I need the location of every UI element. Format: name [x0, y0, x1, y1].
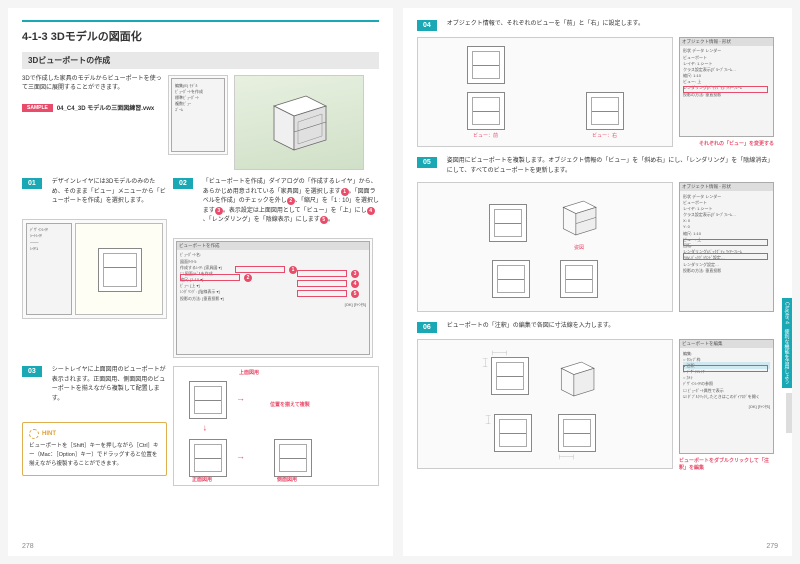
dlg-circ-2: 2 — [244, 274, 252, 282]
panel-04-title: オブジェクト情報 - 形状 — [680, 38, 773, 46]
step-02-text: 「ビューポートを作成」ダイアログの「作成するレイヤ」から、あらかじめ用意されてい… — [203, 178, 379, 226]
dlg-circ-4: 4 — [351, 280, 359, 288]
dlg-circ-3: 3 — [351, 270, 359, 278]
figure-menu-1: 編集(E) ﾓﾃﾞﾙ ﾋﾞｭｰﾎﾟｰﾄを作成 標準ﾋﾞｭｰﾎﾟｰﾄ 複数ﾋﾞｭｰ… — [168, 75, 228, 155]
cap-front: ビュー：前 — [467, 132, 505, 139]
step-badge-03: 03 — [22, 366, 42, 377]
step-03-text: シートレイヤに上面図用のビューポートが表示されます。正面図用、側面図用のビューポ… — [52, 366, 167, 404]
cabinet-right — [586, 92, 624, 130]
figure-step06: ├──┤ ├────┤ ├──┤ ├────┤ — [417, 339, 673, 469]
panel-04: オブジェクト情報 - 形状 形状 データ レンダー ビューポート レイヤ: 1.… — [679, 37, 774, 137]
sample-badge: SAMPLE — [22, 104, 53, 112]
cabinet-05-side — [560, 260, 598, 298]
hint-box: HINT ビューポートを［Shift］キーを押しながら［Ctrl］キー（Mac：… — [22, 422, 167, 475]
lbl-side: 側面図用 — [277, 476, 297, 483]
sample-file: 04_C4_3D モデルの三面図練習.vwx — [57, 103, 154, 112]
figure-step03: 上面図用 → 位置を揃えて複製 → 正面図用 → 側面図用 — [173, 366, 379, 486]
page-num-left: 278 — [22, 543, 34, 550]
arrow-down: → — [202, 423, 212, 432]
cabinet-05-front — [492, 260, 530, 298]
step-04-text: オブジェクト情報で、それぞれのビューを「前」と「右」に設定します。 — [447, 20, 774, 30]
figure-step04: ビュー：前 ビュー：右 — [417, 37, 673, 147]
section-num: 4-1-3 — [22, 31, 48, 43]
figure-step02-dialog: ビューポートを作成 ﾋﾞｭｰﾎﾟｰﾄ名: 図面ﾀｲﾄﾙ: 作成するﾚｲﾔ: [家… — [173, 238, 373, 358]
panel-06-caption: ビューポートをダブルクリックして「注釈」を編集 — [679, 457, 774, 471]
page-left: 4-1-3 3Dモデルの図面化 3Dビューポートの作成 3Dで作成した家具のモデ… — [8, 8, 393, 556]
step-05-text: 姿図用にビューポートを複製します。オブジェクト情報の「ビュー」を「斜め右」にし、… — [447, 157, 774, 176]
intro-text: 3Dで作成した家具のモデルからビューポートを使って三面図に展開することができます… — [22, 75, 162, 93]
cab-06-3 — [558, 414, 596, 452]
side-tab: Chapter 4 便利な機能を活用しよう — [782, 298, 792, 388]
cabinet-front — [467, 92, 505, 130]
step-badge-02: 02 — [173, 178, 193, 189]
sub-title: 3Dビューポートの作成 — [22, 52, 379, 69]
circ-1: 1 — [341, 188, 349, 196]
section-title-text: 3Dモデルの図面化 — [51, 31, 142, 43]
panel-04-caption: それぞれの「ビュー」を変更する — [679, 140, 774, 147]
step-06-text: ビューポートの「注釈」の編集で各図に寸法線を入力します。 — [447, 322, 774, 332]
cabinet-05-top — [489, 204, 527, 242]
sample-row: SAMPLE 04_C4_3D モデルの三面図練習.vwx — [22, 103, 162, 112]
step-04: 04 オブジェクト情報で、それぞれのビューを「前」と「右」に設定します。 — [417, 20, 774, 31]
arrow-right-2: → — [236, 451, 245, 461]
lbl-note: 位置を揃えて複製 — [270, 401, 310, 408]
lbl-top: 上面図用 — [239, 369, 259, 376]
hint-label: HINT — [29, 429, 160, 439]
step-03: 03 シートレイヤに上面図用のビューポートが表示されます。正面図用、側面図用のビ… — [22, 366, 167, 404]
figure-3d-model — [234, 75, 364, 170]
step-01-text: デザインレイヤには3Dモデルのみのため、そのまま「ビュー」メニューから「ビューポ… — [52, 178, 167, 207]
hint-text: ビューポートを［Shift］キーを押しながら［Ctrl］キー（Mac：［Opti… — [29, 442, 160, 468]
cabinet-3d-icon — [264, 88, 334, 158]
figure-step05: 姿図 — [417, 182, 673, 312]
step-01: 01 デザインレイヤには3Dモデルのみのため、そのまま「ビュー」メニューから「ビ… — [22, 178, 167, 207]
side-tab-2 — [786, 393, 792, 433]
lbl-front: 正面図用 — [192, 476, 212, 483]
circ-3: 3 — [215, 207, 223, 215]
panel-05-title: オブジェクト情報 - 形状 — [680, 183, 773, 191]
step-badge-06: 06 — [417, 322, 437, 333]
cab-06-iso — [555, 357, 599, 401]
circ-4: 4 — [367, 207, 375, 215]
circ-2: 2 — [287, 197, 295, 205]
step-02: 02 「ビューポートを作成」ダイアログの「作成するレイヤ」から、あらかじめ用意さ… — [173, 178, 379, 226]
figure-step01: ﾃﾞｻﾞｲﾝﾚｲﾔ ｼｰﾄﾚｲﾔ ─── ﾚｲﾔ1 — [22, 219, 167, 319]
cap-right: ビュー：右 — [586, 132, 624, 139]
circ-5: 5 — [320, 216, 328, 224]
cabinet-top-1 — [467, 46, 505, 84]
cab-06-1 — [491, 357, 529, 395]
cab-06-2 — [494, 414, 532, 452]
dlg-circ-5: 5 — [351, 290, 359, 298]
page-right: 04 オブジェクト情報で、それぞれのビューを「前」と「右」に設定します。 ビュー… — [403, 8, 792, 556]
arrow-right-1: → — [236, 393, 245, 403]
step-badge-05: 05 — [417, 157, 437, 168]
page-num-right: 279 — [766, 543, 778, 550]
step-05: 05 姿図用にビューポートを複製します。オブジェクト情報の「ビュー」を「斜め右」… — [417, 157, 774, 176]
dlg-circ-1: 1 — [289, 266, 297, 274]
step-badge-01: 01 — [22, 178, 42, 189]
cap-iso: 姿図 — [557, 244, 601, 251]
step-badge-04: 04 — [417, 20, 437, 31]
panel-05: オブジェクト情報 - 形状 形状 データ レンダー ビューポート レイヤ: 1.… — [679, 182, 774, 312]
section-title: 4-1-3 3Dモデルの図面化 — [22, 20, 379, 44]
panel-06: ビューポートを編集 編集: ○ ｸﾛｯﾌﾟ枠 ● 注釈 ○ ﾃﾞｻﾞｲﾝﾚｲﾔ … — [679, 339, 774, 454]
cabinet-iso-icon — [557, 196, 601, 240]
step-06: 06 ビューポートの「注釈」の編集で各図に寸法線を入力します。 — [417, 322, 774, 333]
